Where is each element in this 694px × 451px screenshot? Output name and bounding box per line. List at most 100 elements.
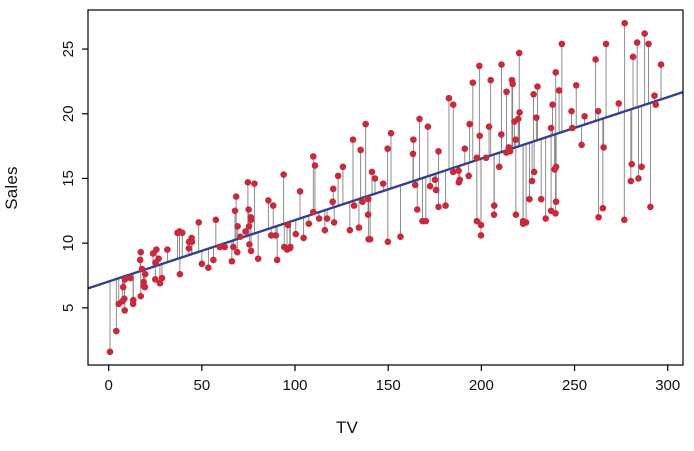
data-point: [503, 88, 510, 96]
data-point: [490, 211, 498, 218]
data-point: [198, 260, 206, 268]
y-tick-label: 15: [60, 170, 77, 187]
data-point: [469, 79, 477, 87]
data-point: [657, 61, 665, 68]
x-axis-title: TV: [335, 418, 359, 437]
x-tick-label: 100: [283, 377, 308, 394]
data-point: [137, 292, 145, 300]
data-point: [534, 83, 541, 90]
data-point: [652, 101, 660, 109]
data-point: [273, 256, 281, 264]
data-point: [387, 129, 395, 137]
data-point: [466, 120, 473, 128]
data-point: [572, 81, 580, 89]
data-point: [311, 162, 319, 169]
data-point: [296, 188, 304, 195]
data-point: [210, 256, 217, 264]
data-point: [323, 215, 331, 222]
data-point: [594, 107, 602, 115]
data-point: [113, 327, 120, 335]
data-point: [236, 233, 244, 240]
data-point: [305, 220, 313, 228]
data-point: [158, 274, 166, 282]
data-point: [292, 230, 300, 238]
y-axis-title: Sales: [2, 166, 21, 210]
data-point: [638, 163, 645, 171]
data-point: [435, 203, 442, 211]
data-point: [280, 243, 288, 251]
data-point: [461, 145, 469, 152]
data-point: [592, 56, 599, 63]
data-point: [121, 276, 129, 283]
data-point: [357, 146, 364, 154]
data-point: [115, 300, 123, 308]
data-point: [485, 123, 493, 130]
regression-line: [87, 90, 684, 290]
y-tick-label: 10: [60, 235, 77, 252]
data-point: [339, 163, 347, 171]
data-point: [362, 120, 369, 128]
data-point: [334, 172, 342, 180]
data-point: [106, 348, 114, 356]
data-point: [595, 213, 602, 221]
x-tick-label: 50: [194, 377, 211, 394]
data-point: [156, 279, 164, 287]
data-point: [127, 274, 134, 282]
data-point: [212, 216, 220, 224]
data-point: [359, 198, 366, 206]
data-point: [435, 147, 442, 155]
data-point: [530, 168, 538, 176]
data-point: [542, 215, 549, 222]
data-point: [411, 181, 419, 189]
data-point: [251, 180, 258, 187]
data-point: [119, 283, 127, 291]
data-point: [230, 243, 237, 251]
data-point: [422, 217, 430, 225]
data-point: [153, 246, 160, 253]
data-point: [465, 172, 473, 180]
data-point: [476, 62, 483, 70]
data-point: [569, 124, 576, 132]
data-point: [476, 132, 483, 140]
data-point: [498, 61, 505, 68]
data-point: [355, 224, 363, 231]
data-point: [365, 235, 372, 243]
data-point: [346, 226, 354, 234]
data-point: [350, 202, 358, 209]
x-tick-label: 300: [655, 377, 680, 394]
data-point: [537, 195, 545, 203]
data-point: [519, 220, 527, 228]
data-point: [456, 176, 464, 184]
data-point: [164, 246, 171, 253]
data-point: [141, 270, 149, 278]
y-tick-label: 5: [60, 304, 77, 312]
data-point: [364, 195, 372, 203]
data-point: [621, 216, 628, 224]
data-point: [449, 168, 457, 176]
data-point: [409, 150, 417, 158]
data-point: [651, 92, 658, 99]
data-point: [578, 141, 585, 149]
data-point: [547, 124, 555, 132]
data-point: [137, 248, 145, 256]
data-point: [138, 265, 146, 273]
data-point: [487, 76, 494, 84]
data-point: [647, 203, 654, 211]
data-point: [329, 185, 337, 193]
data-point: [284, 221, 292, 229]
data-point: [410, 136, 417, 143]
data-point: [512, 136, 519, 143]
data-point: [228, 257, 236, 265]
data-point: [300, 234, 307, 242]
plot-frame: [87, 9, 684, 366]
data-point: [445, 94, 453, 102]
data-point: [431, 176, 439, 184]
data-point: [416, 115, 423, 123]
y-tick-label: 25: [60, 41, 77, 58]
data-point: [449, 101, 457, 109]
data-point: [509, 80, 516, 88]
data-point: [621, 19, 628, 27]
x-tick-label: 200: [469, 377, 494, 394]
